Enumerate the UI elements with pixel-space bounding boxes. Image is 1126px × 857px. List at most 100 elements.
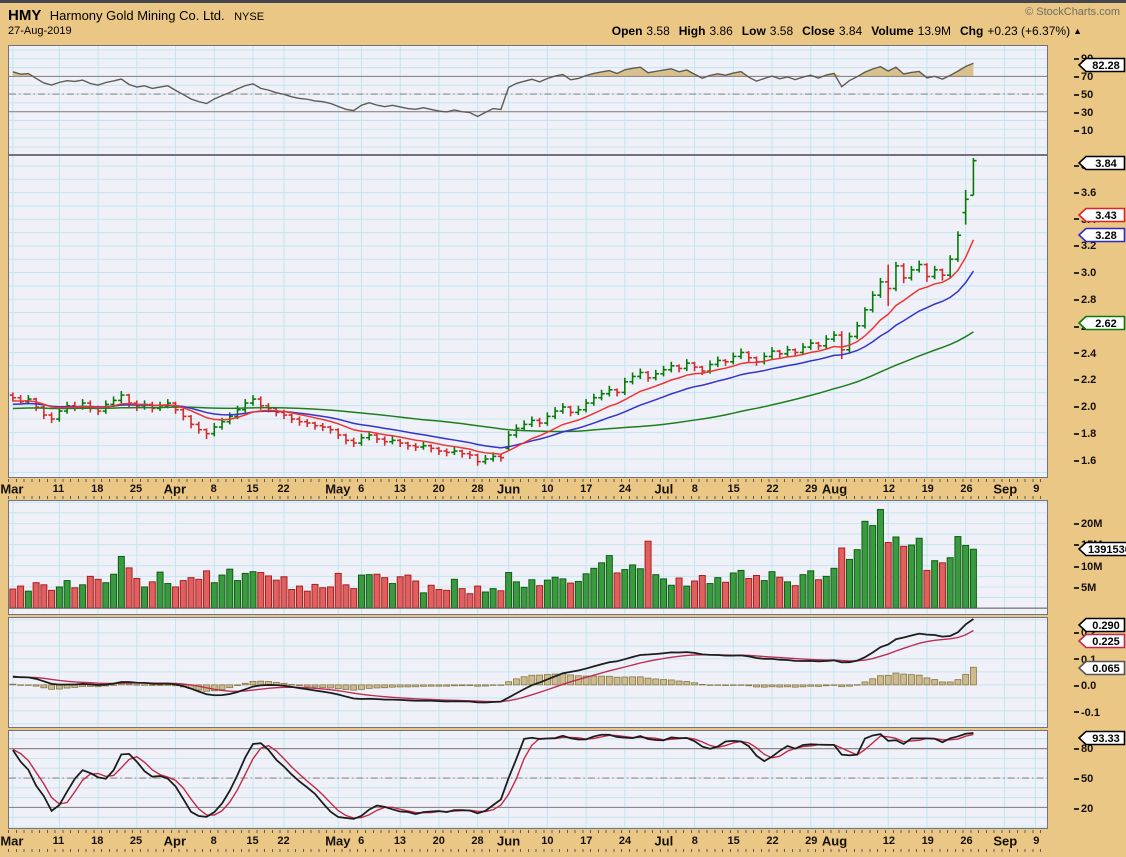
x-axis-label: May: [325, 481, 351, 497]
quote-summary: Open 3.58 High 3.86 Low 3.58 Close 3.84 Volume 13…: [603, 24, 1082, 38]
y-axis-tick: 2.4: [1074, 345, 1096, 363]
x-axis-label: 20: [432, 483, 445, 495]
x-axis-label: 29: [805, 483, 818, 495]
x-axis-label: 8: [210, 483, 217, 495]
y-axis-tick: 0.1: [1074, 651, 1096, 669]
x-axis-label: 17: [580, 483, 593, 495]
x-axis-label: Mar: [0, 481, 24, 497]
quote-value: +0.23 (+6.37%): [987, 24, 1071, 38]
macd-plot: [9, 618, 1047, 727]
x-axis-label: Apr: [163, 833, 187, 849]
x-axis-label: Sep: [993, 481, 1018, 497]
x-axis-label: 22: [766, 483, 779, 495]
x-axis-label: 22: [277, 483, 290, 495]
x-axis-label: 18: [91, 835, 104, 847]
value-flag: 13915300: [1077, 541, 1126, 557]
x-axis-label: Aug: [821, 833, 848, 849]
x-axis-label: 12: [882, 483, 896, 495]
ma-slow-line: [12, 331, 974, 433]
exchange-name: NYSE: [234, 11, 265, 23]
y-axis-tick: -0.1: [1074, 704, 1100, 722]
y-axis-tick: 2.6: [1074, 318, 1096, 336]
quote-label: High: [678, 24, 706, 38]
x-axis-label: 6: [358, 835, 365, 847]
change-up-arrow-icon: ▲: [1073, 26, 1082, 36]
y-axis-tick: 50: [1074, 86, 1093, 104]
x-axis-label: 25: [129, 835, 143, 847]
x-axis-label: 19: [921, 483, 934, 495]
x-axis-label: Mar: [0, 833, 24, 849]
quote-value: 3.58: [646, 24, 670, 38]
quote-label: Open: [611, 24, 643, 38]
x-axis-label: 15: [246, 483, 259, 495]
y-axis-tick: 0.0: [1074, 677, 1096, 695]
value-flag: 3.84: [1077, 155, 1126, 171]
value-flag: 3.43: [1077, 207, 1126, 223]
value-flag: 0.290: [1077, 617, 1126, 633]
x-axis-label: 29: [805, 835, 818, 847]
right-axis-margin: 90 70 50 30 10 82.28 3.8 3.6 3.4 3.2 3.0 2.8 2.6 2.4 2…: [1048, 0, 1126, 857]
value-flag: 0.065: [1077, 660, 1126, 676]
x-axis-label: 11: [52, 483, 65, 495]
x-axis-label: 15: [727, 835, 740, 847]
x-axis-label: Jun: [497, 833, 521, 849]
y-axis-tick: 3.6: [1074, 184, 1096, 202]
x-axis-label: Sep: [993, 833, 1018, 849]
quote-value: 3.84: [838, 24, 863, 38]
reference-lines: [9, 75, 1047, 113]
value-flag: 82.28: [1077, 57, 1126, 73]
y-axis-tick: 70: [1074, 68, 1093, 86]
svg-text:13915300: 13915300: [1088, 544, 1126, 556]
company-name: Harmony Gold Mining Co. Ltd.: [49, 8, 225, 23]
y-axis-tick: 5M: [1074, 579, 1096, 597]
y-axis-tick: 10: [1074, 122, 1093, 140]
date-axis-top: Mar 11 18 25 Apr 8 15 22 May 6 13 20 28 Jun 10 17 24 Jul 8…: [0, 478, 1048, 500]
y-axis-tick: 0.2: [1074, 624, 1096, 642]
stoch-plot: [9, 731, 1047, 828]
x-axis-label: 8: [691, 835, 698, 847]
volume-panel: [8, 500, 1048, 615]
x-axis-label: 10: [541, 835, 554, 847]
macd-panel: [8, 617, 1048, 728]
date-axis-bottom: Mar 11 18 25 Apr 8 15 22 May 6 13 20 28 Jun 10 17 24 Jul 8…: [0, 829, 1048, 853]
x-axis-label: 12: [882, 835, 896, 847]
x-axis-label: Apr: [163, 481, 187, 497]
y-axis-tick: 1.6: [1074, 452, 1096, 470]
value-flag: 0.225: [1077, 633, 1126, 649]
window-top-edge: [0, 0, 1126, 3]
macd-signal-line: [12, 629, 974, 703]
quote-label: Volume: [871, 24, 914, 38]
svg-text:0.065: 0.065: [1092, 663, 1120, 675]
y-axis-tick: 10M: [1074, 558, 1102, 576]
x-axis-label: 24: [618, 483, 632, 495]
y-axis-tick: 2.0: [1074, 398, 1096, 416]
price-panel: [8, 155, 1048, 478]
ma-mid-line: [12, 270, 975, 449]
y-axis-tick: 2.8: [1074, 291, 1096, 309]
x-axis-label: 20: [432, 835, 445, 847]
y-axis-tick: 90: [1074, 50, 1093, 68]
x-axis-label: 9: [1033, 483, 1040, 495]
grid: [9, 618, 1047, 727]
x-axis-label: 18: [91, 483, 104, 495]
x-axis-label: Aug: [821, 481, 848, 497]
macd-histogram: [9, 666, 977, 692]
ma-fast-line: [12, 239, 975, 455]
value-flag: 3.28: [1077, 227, 1126, 243]
price-plot: [9, 156, 1047, 477]
x-axis-label: 25: [129, 483, 143, 495]
x-axis-label: 24: [618, 835, 632, 847]
reference-lines: [9, 748, 1047, 809]
vol-plot: [9, 501, 1047, 614]
x-axis-label: 6: [358, 483, 365, 495]
grid: [9, 731, 1047, 828]
value-flag: 93.33: [1077, 730, 1126, 746]
svg-text:3.43: 3.43: [1095, 210, 1116, 222]
x-axis-label: 26: [960, 483, 973, 495]
svg-text:0.290: 0.290: [1092, 620, 1120, 632]
ticker-symbol: HMY: [8, 7, 42, 24]
y-axis-tick: 15M: [1074, 536, 1102, 554]
rsi-line: [12, 62, 974, 118]
quote-value: 3.58: [769, 24, 794, 38]
stoch-k-line: [12, 732, 974, 820]
